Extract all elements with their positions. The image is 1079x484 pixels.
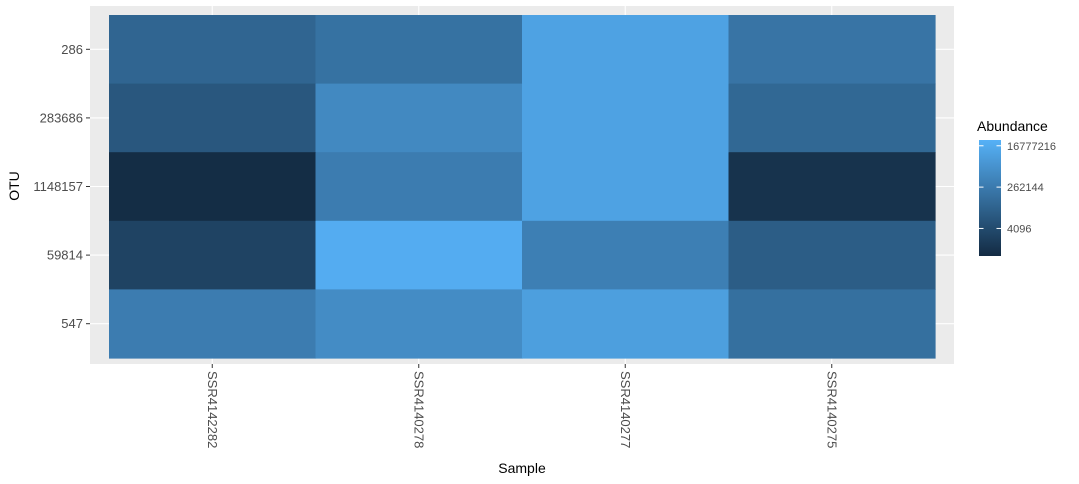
heatmap-cell (109, 289, 317, 359)
heatmap-cell (728, 220, 936, 290)
heatmap-cell (522, 289, 730, 359)
y-tick-label: 1148157 (33, 179, 83, 194)
x-tick-label: SSR4142282 (205, 371, 220, 448)
heatmap-cell (728, 83, 936, 153)
legend-tick-label: 262144 (1007, 182, 1044, 194)
heatmap-cell (522, 15, 730, 85)
legend-tick-label: 16777216 (1007, 141, 1056, 153)
y-tick-label: 283686 (40, 110, 83, 125)
heatmap-cell (728, 15, 936, 85)
legend-ticks: 4096 262144 16777216 (979, 141, 1056, 235)
y-axis-ticks: 286 283686 1148157 59814 547 (33, 42, 90, 331)
heatmap-cell (728, 289, 936, 359)
heatmap-cell (522, 152, 730, 222)
legend: Abundance 4096 262144 16777216 (977, 118, 1056, 256)
heatmap-cell (109, 152, 317, 222)
legend-title: Abundance (977, 118, 1048, 134)
x-axis-title: Sample (498, 460, 546, 476)
y-tick-label: 547 (61, 316, 83, 331)
x-tick-label: SSR4140278 (411, 371, 426, 448)
heatmap-cell (522, 220, 730, 290)
heatmap-cells (109, 15, 936, 359)
heatmap-cell (522, 83, 730, 153)
heatmap-cell (315, 289, 523, 359)
heatmap-cell (728, 152, 936, 222)
y-tick-label: 286 (61, 42, 83, 57)
x-tick-label: SSR4140275 (824, 371, 839, 448)
legend-colorbar (979, 140, 1001, 256)
y-axis-title: OTU (6, 171, 22, 201)
heatmap-cell (109, 83, 317, 153)
legend-tick-label: 4096 (1007, 223, 1031, 235)
heatmap-cell (315, 152, 523, 222)
heatmap-cell (109, 15, 317, 85)
heatmap-cell (315, 15, 523, 85)
heatmap-cell (315, 220, 523, 290)
heatmap-cell (315, 83, 523, 153)
x-tick-label: SSR4140277 (618, 371, 633, 448)
x-axis-ticks: SSR4142282 SSR4140278 SSR4140277 SSR4140275 (205, 364, 839, 448)
y-tick-label: 59814 (47, 248, 83, 263)
heatmap-cell (109, 220, 317, 290)
